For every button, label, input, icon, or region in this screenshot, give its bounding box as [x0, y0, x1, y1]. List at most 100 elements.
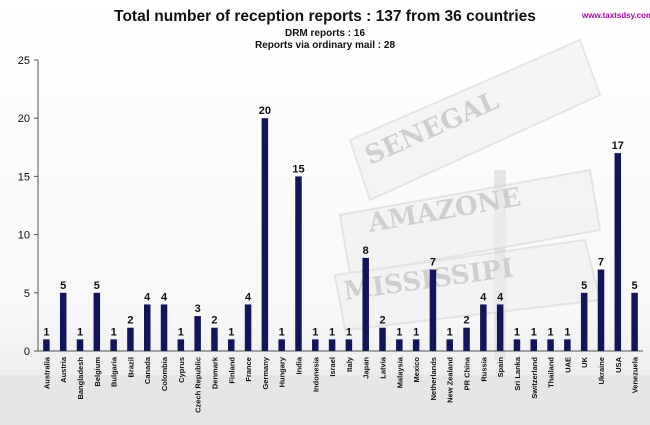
bar	[547, 339, 554, 351]
bar	[295, 176, 302, 351]
data-label: 4	[480, 291, 487, 303]
bar	[211, 327, 218, 351]
data-label: 4	[245, 291, 252, 303]
x-tick-label: Denmark	[210, 356, 219, 389]
bar	[429, 269, 437, 351]
x-tick-label: Australia	[42, 356, 51, 389]
bar	[278, 339, 285, 351]
data-label: 7	[430, 257, 436, 269]
data-label: 7	[598, 257, 604, 269]
bar	[244, 304, 252, 351]
bar	[446, 339, 453, 351]
x-tick-label: Ukraine	[597, 357, 606, 385]
y-tick-label: 0	[24, 346, 30, 358]
data-label: 20	[259, 105, 271, 117]
data-label: 1	[548, 326, 554, 338]
x-tick-label: New Zealand	[446, 357, 455, 403]
data-label: 1	[228, 326, 234, 338]
data-label: 4	[161, 291, 168, 303]
data-label: 3	[195, 303, 201, 315]
data-label: 2	[379, 315, 385, 327]
x-tick-label: Cyprus	[177, 357, 186, 383]
x-tick-label: Colombia	[160, 356, 169, 391]
x-tick-label: Bangladesh	[76, 357, 85, 400]
y-tick-label: 15	[18, 171, 30, 183]
data-label: 5	[60, 280, 66, 292]
data-label: 17	[612, 140, 624, 152]
bar	[160, 304, 168, 351]
data-label: 2	[463, 315, 469, 327]
bar	[59, 292, 67, 351]
y-tick-label: 20	[18, 113, 30, 125]
bar	[261, 118, 269, 351]
bar	[76, 339, 84, 351]
bar	[110, 339, 117, 351]
bar	[345, 339, 353, 351]
mail-reports-subtitle: Reports via ordinary mail : 28	[254, 40, 396, 51]
bar	[127, 327, 134, 351]
data-label: 1	[531, 326, 537, 338]
data-label: 1	[329, 326, 335, 338]
bar	[93, 292, 101, 351]
bar	[631, 292, 638, 351]
data-label: 1	[279, 326, 285, 338]
x-tick-label: Austria	[59, 356, 68, 383]
bar	[614, 153, 622, 351]
bar	[379, 327, 386, 351]
data-label: 1	[178, 326, 184, 338]
bar	[580, 292, 588, 351]
data-label: 5	[581, 280, 587, 292]
bar	[480, 304, 487, 351]
x-tick-label: UK	[580, 356, 589, 367]
x-tick-label: Indonesia	[311, 356, 320, 392]
x-tick-label: Italy	[345, 356, 354, 372]
bar	[43, 339, 50, 351]
x-tick-label: Sri Lanka	[513, 356, 522, 391]
bar	[194, 316, 201, 351]
data-label: 1	[514, 326, 520, 338]
x-tick-label: Russia	[479, 356, 488, 381]
ground-strip	[0, 375, 650, 425]
x-tick-label: PR China	[463, 356, 472, 390]
x-tick-label: Switzerland	[530, 357, 539, 399]
y-tick-label: 25	[18, 55, 30, 67]
sign-board-senegal	[348, 38, 602, 202]
data-label: 1	[396, 326, 402, 338]
bar	[143, 304, 151, 351]
data-label: 1	[111, 326, 117, 338]
x-tick-label: Venezuela	[631, 356, 640, 393]
bar	[328, 339, 336, 351]
x-tick-label: Germany	[261, 356, 270, 389]
sign-board-amazone	[338, 168, 602, 277]
data-label: 1	[312, 326, 318, 338]
bar	[396, 339, 403, 351]
drm-reports-subtitle: DRM reports : 16	[284, 28, 365, 39]
y-tick-label: 5	[24, 288, 30, 300]
x-tick-label: USA	[614, 356, 623, 372]
bar	[412, 339, 420, 351]
x-tick-label: Bulgaria	[110, 356, 119, 387]
x-tick-label: Mexico	[412, 357, 421, 383]
data-label: 4	[497, 291, 504, 303]
bar	[228, 339, 235, 351]
bar	[463, 327, 470, 351]
data-label: 4	[144, 291, 151, 303]
data-label: 1	[413, 326, 419, 338]
data-label: 1	[77, 326, 83, 338]
x-tick-label: Canada	[143, 356, 152, 384]
x-tick-label: Netherlands	[429, 357, 438, 400]
data-label: 15	[292, 163, 304, 175]
bar	[530, 339, 538, 351]
bar	[362, 257, 369, 351]
data-label: 1	[346, 326, 352, 338]
chart-title: Total number of reception reports : 137 …	[114, 8, 536, 25]
bar	[513, 339, 521, 351]
x-tick-label: Finland	[227, 357, 236, 384]
bar	[312, 339, 319, 351]
data-label: 2	[127, 315, 133, 327]
x-tick-label: Brazil	[126, 357, 135, 377]
x-tick-label: Israel	[328, 357, 337, 377]
